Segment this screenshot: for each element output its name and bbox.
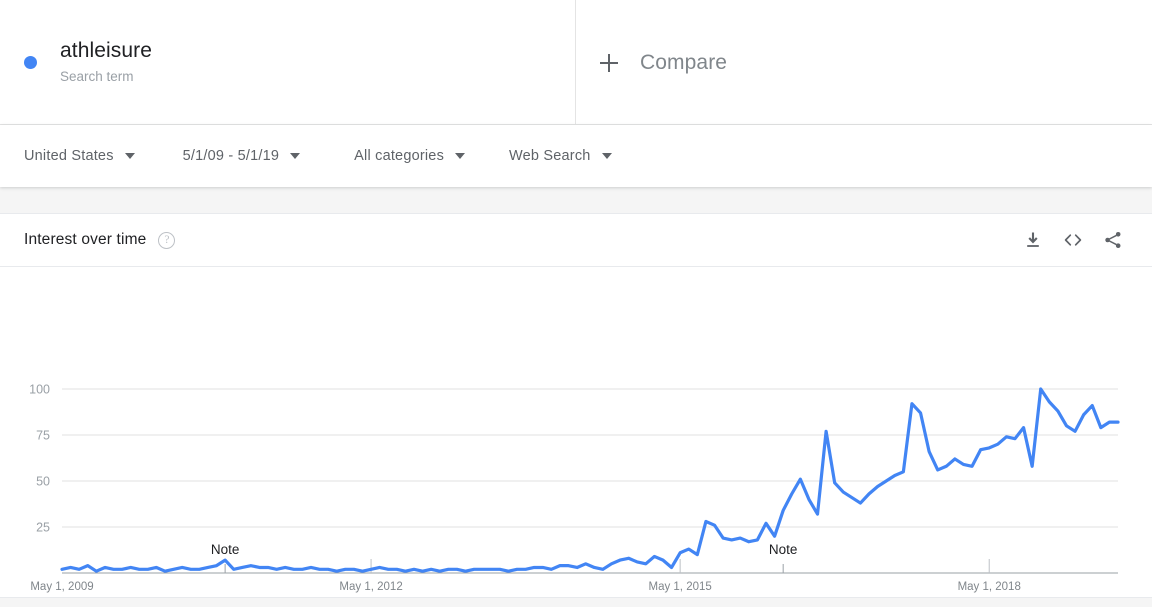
x-axis-tick: May 1, 2018 xyxy=(958,581,1021,593)
download-icon[interactable] xyxy=(1016,223,1050,257)
filter-time-range[interactable]: 5/1/09 - 5/1/19 xyxy=(183,125,301,187)
y-axis-tick: 75 xyxy=(36,429,50,443)
x-axis-tick: May 1, 2015 xyxy=(648,581,711,593)
filter-search-property-label: Web Search xyxy=(509,148,591,164)
filter-category[interactable]: All categories xyxy=(354,125,466,187)
chevron-down-icon xyxy=(124,153,135,159)
section-gap xyxy=(0,187,1152,213)
filter-region-label: United States xyxy=(24,148,114,164)
card-header: Interest over time ? xyxy=(0,214,1152,267)
filter-search-property[interactable]: Web Search xyxy=(509,125,612,187)
search-term-bar: athleisure Search term Compare xyxy=(0,0,1152,125)
interest-over-time-card: Interest over time ? xyxy=(0,213,1152,598)
compare-cell[interactable]: Compare xyxy=(576,0,1152,125)
embed-icon[interactable] xyxy=(1056,223,1090,257)
filter-time-range-label: 5/1/09 - 5/1/19 xyxy=(182,148,280,164)
page-title: Interest over time xyxy=(24,231,147,248)
series-color-dot xyxy=(24,56,37,69)
filter-region[interactable]: United States xyxy=(24,125,135,187)
chart-note-annotation[interactable]: Note xyxy=(210,542,240,557)
chevron-down-icon xyxy=(601,153,612,159)
filter-category-label: All categories xyxy=(354,148,445,164)
search-term-subtitle: Search term xyxy=(60,69,134,84)
plus-icon xyxy=(600,53,618,72)
help-icon[interactable]: ? xyxy=(158,231,176,249)
search-term-card[interactable]: athleisure Search term xyxy=(0,0,576,125)
y-axis-tick: 25 xyxy=(36,521,50,535)
search-term-title: athleisure xyxy=(60,39,153,62)
chevron-down-icon xyxy=(455,153,466,159)
y-axis-tick: 100 xyxy=(29,383,50,397)
add-compare-button[interactable]: Compare xyxy=(600,51,727,75)
interest-over-time-chart[interactable]: 25 50 75 100 May 1, 2009 May 1, 2012 May 1, 20… xyxy=(0,267,1152,597)
filter-bar: United States 5/1/09 - 5/1/19 All catego… xyxy=(0,125,1152,187)
chart-plot-area: 25 50 75 100 May 1, 2009 May 1, 2012 May 1, 20… xyxy=(0,267,1152,597)
share-icon[interactable] xyxy=(1096,223,1130,257)
data-line-athleisure xyxy=(60,387,1120,573)
search-term-texts: athleisure Search term xyxy=(60,38,152,87)
chevron-down-icon xyxy=(290,153,301,159)
compare-label: Compare xyxy=(640,50,728,74)
x-axis-tick: May 1, 2009 xyxy=(30,581,93,593)
x-axis-tick: May 1, 2012 xyxy=(339,581,402,593)
y-axis-tick: 50 xyxy=(36,475,50,489)
chart-note-annotation[interactable]: Note xyxy=(768,542,798,557)
